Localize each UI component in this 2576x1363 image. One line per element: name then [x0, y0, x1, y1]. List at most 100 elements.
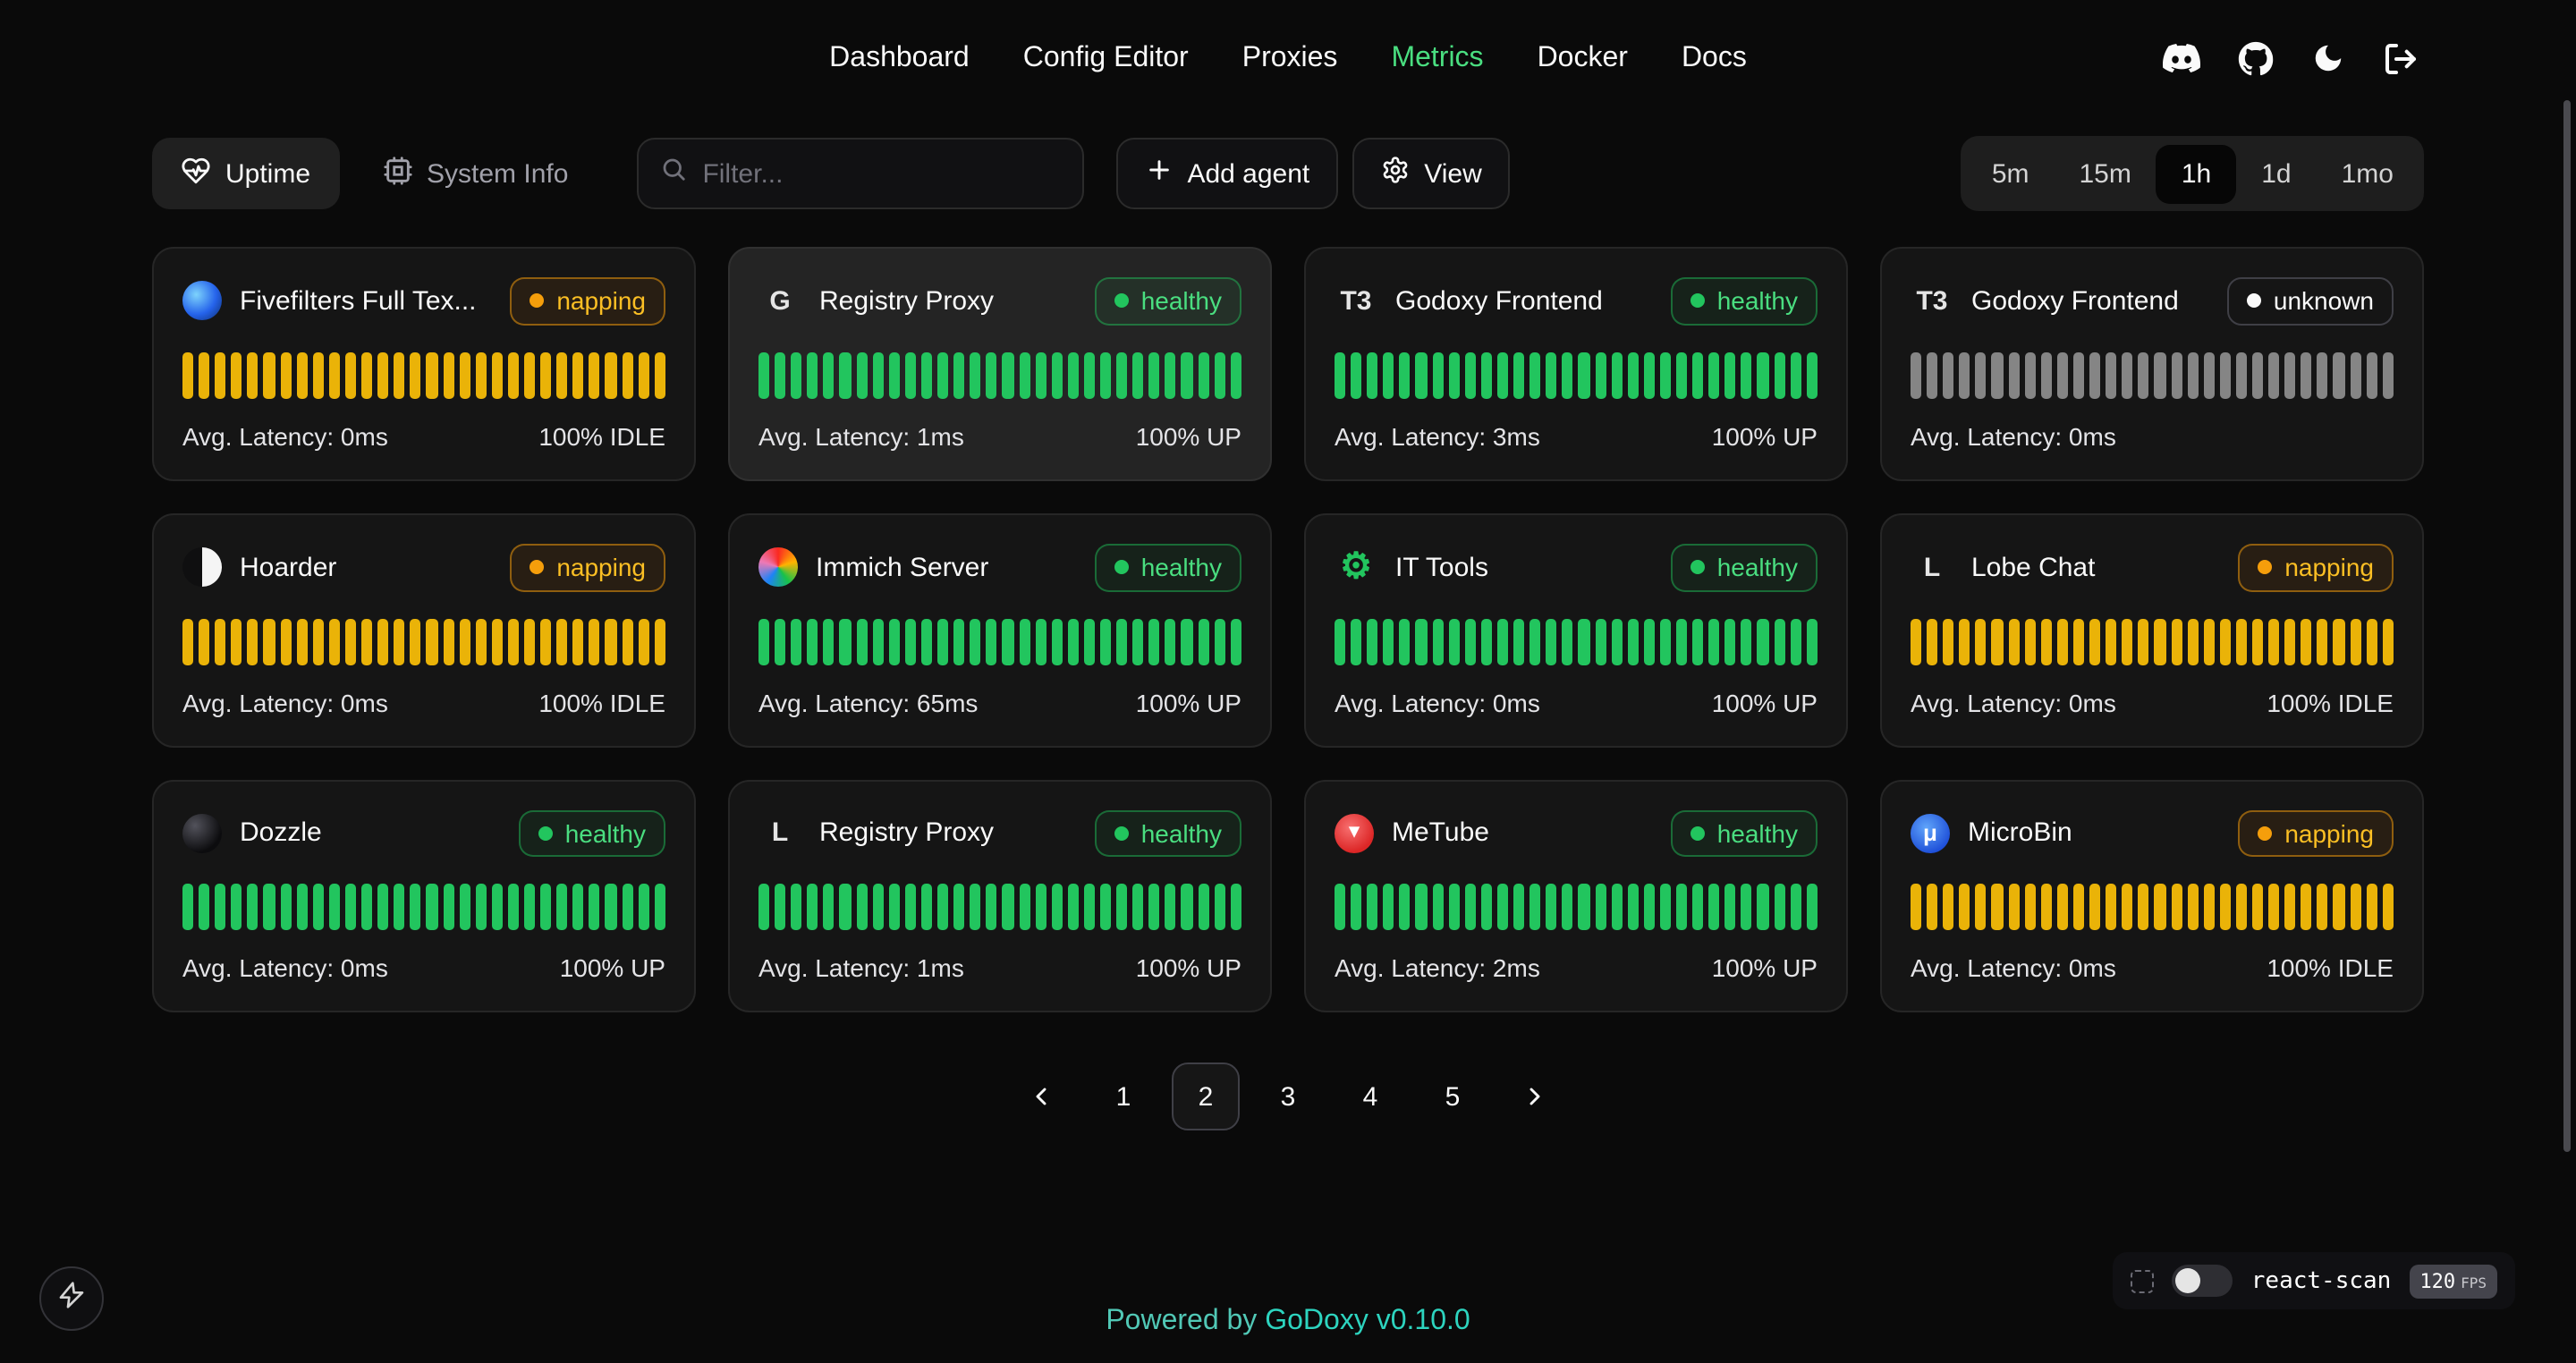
- uptime-bar: [839, 618, 852, 665]
- nav-metrics[interactable]: Metrics: [1391, 43, 1484, 73]
- service-card[interactable]: μ MicroBin napping Avg. Latency: 0ms 100…: [1880, 779, 2424, 1013]
- uptime-bar: [1911, 351, 1922, 399]
- theme-toggle-moon-icon[interactable]: [2311, 41, 2345, 75]
- tab-system-info[interactable]: System Info: [353, 138, 597, 209]
- tab-uptime[interactable]: Uptime: [152, 138, 340, 209]
- chevron-right-icon[interactable]: [1501, 1063, 1569, 1131]
- service-card[interactable]: Fivefilters Full Tex... napping Avg. Lat…: [152, 247, 696, 481]
- time-range-5m[interactable]: 5m: [1991, 158, 2029, 189]
- uptime-bar: [2008, 351, 2020, 399]
- gear-icon: [1381, 156, 1410, 191]
- uptime-bar: [1019, 351, 1030, 399]
- nav-docs[interactable]: Docs: [1681, 43, 1747, 73]
- filter-input[interactable]: [702, 158, 1061, 189]
- uptime-bar: [1367, 618, 1378, 665]
- uptime-bar: [758, 618, 770, 665]
- uptime-bar: [2040, 351, 2052, 399]
- status-dot: [2258, 825, 2273, 841]
- uptime-bar: [904, 618, 916, 665]
- uptime-bar: [377, 884, 389, 931]
- uptime-bar: [2040, 884, 2052, 931]
- uptime-bar: [2040, 618, 2052, 665]
- service-card[interactable]: ▾ MeTube healthy Avg. Latency: 2ms 100% …: [1304, 779, 1848, 1013]
- nav-dashboard[interactable]: Dashboard: [829, 43, 970, 73]
- service-card[interactable]: T3 Godoxy Frontend unknown Avg. Latency:…: [1880, 247, 2424, 481]
- page-2[interactable]: 2: [1172, 1062, 1240, 1131]
- page-3[interactable]: 3: [1280, 1081, 1296, 1113]
- status-label: healthy: [1716, 286, 1798, 315]
- time-range-15m[interactable]: 15m: [2079, 158, 2131, 189]
- status-dot: [1690, 293, 1705, 309]
- uptime-bar: [1051, 351, 1063, 399]
- uptime-bar: [1530, 351, 1541, 399]
- uptime-bar: [426, 351, 437, 399]
- uptime-bar: [1132, 618, 1144, 665]
- uptime-bar: [920, 884, 933, 931]
- time-range-1d[interactable]: 1d: [2261, 158, 2292, 189]
- uptime-bar: [507, 351, 519, 399]
- uptime-bar: [986, 884, 997, 931]
- service-card[interactable]: ⚙ IT Tools healthy Avg. Latency: 0ms 100…: [1304, 512, 1848, 748]
- metube-icon: ▾: [1335, 813, 1374, 853]
- microbin-icon: μ: [1911, 813, 1950, 853]
- uptime-bar: [443, 884, 454, 931]
- service-card[interactable]: Hoarder napping Avg. Latency: 0ms 100% I…: [152, 512, 696, 748]
- uptime-bar: [443, 351, 454, 399]
- page-1[interactable]: 1: [1115, 1081, 1131, 1113]
- uptime-bar: [1383, 351, 1394, 399]
- service-card[interactable]: G Registry Proxy healthy Avg. Latency: 1…: [728, 247, 1272, 481]
- quick-actions-button[interactable]: [39, 1266, 104, 1331]
- uptime-percent: 100% IDLE: [538, 421, 665, 451]
- uptime-bar: [1432, 351, 1444, 399]
- service-card[interactable]: Immich Server healthy Avg. Latency: 65ms…: [728, 512, 1272, 748]
- immich-icon: [758, 547, 798, 588]
- discord-icon[interactable]: [2163, 39, 2200, 77]
- uptime-bar: [1335, 618, 1346, 665]
- uptime-bars: [1335, 618, 1818, 665]
- uptime-bar: [1659, 351, 1671, 399]
- vertical-scrollbar[interactable]: [2563, 100, 2571, 1152]
- service-card[interactable]: L Lobe Chat napping Avg. Latency: 0ms 10…: [1880, 512, 2424, 748]
- uptime-bar: [540, 884, 552, 931]
- add-agent-button[interactable]: Add agent: [1115, 138, 1339, 209]
- nav-config-editor[interactable]: Config Editor: [1022, 43, 1189, 73]
- scan-select-icon[interactable]: [2131, 1269, 2155, 1292]
- page-4[interactable]: 4: [1362, 1081, 1378, 1113]
- uptime-bar: [1335, 351, 1346, 399]
- react-scan-toggle[interactable]: [2172, 1265, 2233, 1297]
- uptime-bar: [1415, 351, 1428, 399]
- uptime-bar: [2187, 884, 2199, 931]
- service-card[interactable]: T3 Godoxy Frontend healthy Avg. Latency:…: [1304, 247, 1848, 481]
- uptime-bar: [807, 884, 818, 931]
- avg-latency: Avg. Latency: 1ms: [758, 953, 964, 983]
- uptime-bar: [475, 618, 487, 665]
- logout-icon[interactable]: [2383, 40, 2419, 76]
- uptime-bar: [426, 618, 437, 665]
- uptime-bar: [2171, 351, 2182, 399]
- uptime-bar: [410, 351, 421, 399]
- service-card[interactable]: Dozzle healthy Avg. Latency: 0ms 100% UP: [152, 779, 696, 1013]
- uptime-bar: [1464, 618, 1476, 665]
- uptime-bar: [1774, 884, 1785, 931]
- page-5[interactable]: 5: [1445, 1081, 1461, 1113]
- brand-link[interactable]: GoDoxy: [1265, 1306, 1368, 1336]
- status-dot: [1114, 560, 1129, 575]
- uptime-bar: [2024, 618, 2036, 665]
- view-button[interactable]: View: [1352, 138, 1511, 209]
- uptime-bar: [1099, 618, 1112, 665]
- uptime-bar: [1181, 351, 1193, 399]
- uptime-bar: [2284, 618, 2296, 665]
- service-card[interactable]: L Registry Proxy healthy Avg. Latency: 1…: [728, 779, 1272, 1013]
- uptime-bar: [247, 618, 258, 665]
- nav-proxies[interactable]: Proxies: [1241, 43, 1338, 73]
- uptime-bar: [2251, 618, 2264, 665]
- metrics-toolbar: Uptime System Info Add agent View: [152, 136, 2424, 211]
- it-tools-icon: ⚙: [1340, 547, 1372, 588]
- time-range-1h[interactable]: 1h: [2156, 144, 2237, 203]
- uptime-bar: [1959, 884, 1970, 931]
- github-icon[interactable]: [2238, 40, 2274, 76]
- nav-docker[interactable]: Docker: [1537, 43, 1628, 73]
- chevron-left-icon[interactable]: [1007, 1063, 1075, 1131]
- time-range-1mo[interactable]: 1mo: [2341, 158, 2394, 189]
- uptime-bar: [1724, 884, 1736, 931]
